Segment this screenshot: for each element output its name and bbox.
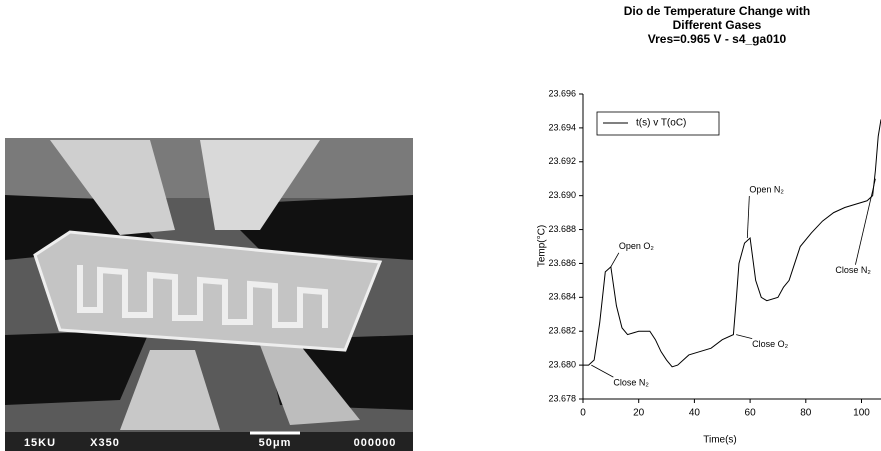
x-tick-label: 40 — [689, 408, 701, 419]
figure: 15KUX35050μm000000 t(s) v T(oC) Time(s) … — [0, 0, 881, 451]
x-tick-label: 20 — [633, 408, 645, 419]
x-tick-label: 100 — [853, 408, 870, 419]
annotation: Close O₂ — [752, 339, 789, 349]
chart-title-block: Dio de Temperature Change with Different… — [617, 4, 817, 46]
photo-info-bar — [5, 432, 413, 451]
y-tick-label: 23.682 — [548, 326, 576, 336]
annotation: Close N₂ — [613, 377, 649, 387]
sem-photo — [5, 138, 413, 451]
annotation-arrow — [747, 196, 749, 238]
y-tick-label: 23.686 — [548, 258, 576, 268]
x-tick-label: 80 — [800, 408, 812, 419]
x-tick-label: 60 — [745, 408, 757, 419]
page: {"photo": {"labels": ["15KU", "X350", "5… — [0, 0, 881, 451]
y-tick-label: 23.694 — [548, 122, 576, 132]
x-tick-label: 0 — [580, 408, 586, 419]
annotation: Close N₂ — [835, 265, 871, 275]
y-tick-label: 23.688 — [548, 224, 576, 234]
legend-label: t(s) v T(oC) — [636, 118, 686, 129]
annotation-arrow — [855, 179, 875, 265]
photo-label: X350 — [90, 437, 120, 449]
y-tick-label: 23.684 — [548, 292, 576, 302]
annotation-arrow — [736, 335, 752, 339]
y-axis-label: Temp(°C) — [537, 225, 548, 267]
annotation: Open N₂ — [749, 184, 784, 194]
annotation-arrow — [591, 365, 613, 377]
photo-label: 50μm — [259, 437, 292, 449]
annotation: Open O₂ — [619, 241, 655, 251]
y-tick-label: 23.680 — [548, 359, 576, 369]
y-tick-label: 23.692 — [548, 156, 576, 166]
chart-title: Dio de Temperature Change with Different… — [617, 4, 817, 32]
y-tick-label: 23.678 — [548, 393, 576, 403]
annotation-arrow — [611, 253, 619, 267]
photo-label: 15KU — [24, 437, 56, 449]
x-axis-label: Time(s) — [703, 435, 737, 446]
chart-subtitle: Vres=0.965 V - s4_ga010 — [617, 32, 817, 46]
photo-label: 000000 — [354, 437, 397, 449]
y-tick-label: 23.690 — [548, 190, 576, 200]
y-tick-label: 23.696 — [548, 88, 576, 98]
